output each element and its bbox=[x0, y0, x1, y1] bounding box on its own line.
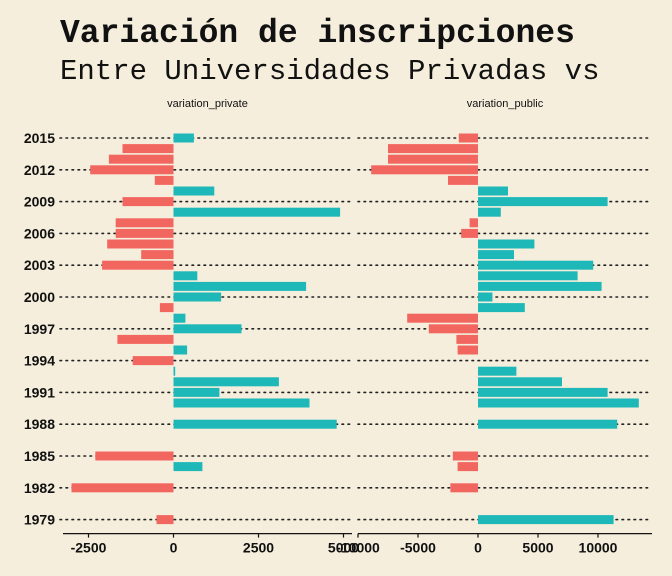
bar-1979 bbox=[478, 515, 614, 525]
bar-2002 bbox=[173, 271, 198, 281]
bar-1992 bbox=[478, 377, 562, 387]
facets: variation_private-2500 0 2500 5000variation… bbox=[63, 98, 652, 556]
y-axis: 2015 2012 2009 2006 2003 2000 1997 1994 1991 1988… bbox=[24, 130, 55, 528]
bar-2005 bbox=[478, 239, 535, 249]
bar-2003 bbox=[102, 260, 174, 270]
y-tick-label: 1991 bbox=[24, 384, 55, 400]
bar-2001 bbox=[173, 281, 307, 291]
bar-2008 bbox=[173, 207, 341, 217]
facet-label: variation_public bbox=[467, 98, 544, 110]
grid bbox=[59, 137, 653, 521]
bar-2009 bbox=[478, 197, 608, 207]
y-tick-label: 1982 bbox=[24, 480, 55, 496]
bar-2004 bbox=[141, 250, 174, 260]
x-tick-label: -5000 bbox=[400, 540, 436, 556]
bar-1985 bbox=[452, 451, 478, 461]
bar-2012 bbox=[90, 165, 174, 175]
bar-1992 bbox=[173, 377, 279, 387]
bar-2008 bbox=[478, 207, 501, 217]
bar-2007 bbox=[469, 218, 478, 228]
x-tick-label: 5000 bbox=[522, 540, 553, 556]
bar-2001 bbox=[478, 281, 602, 291]
bar-2000 bbox=[478, 292, 493, 302]
bar-1997 bbox=[428, 324, 478, 334]
x-tick-label: -2500 bbox=[71, 540, 107, 556]
y-tick-label: 1994 bbox=[24, 353, 55, 369]
bar-1998 bbox=[173, 313, 186, 323]
bar-2015 bbox=[458, 133, 478, 143]
bar-2012 bbox=[371, 165, 478, 175]
y-tick-label: 1985 bbox=[24, 448, 55, 464]
bar-1999 bbox=[159, 303, 174, 313]
bar-1990 bbox=[173, 398, 310, 408]
bar-1997 bbox=[173, 324, 242, 334]
bar-1991 bbox=[173, 387, 220, 397]
bar-1984 bbox=[173, 462, 203, 472]
bar-2011 bbox=[448, 175, 478, 185]
bar-2015 bbox=[173, 133, 194, 143]
bar-1988 bbox=[173, 419, 337, 429]
x-tick-label: 10000 bbox=[579, 540, 618, 556]
bar-2011 bbox=[154, 175, 174, 185]
bar-2009 bbox=[122, 197, 174, 207]
bar-2006 bbox=[461, 228, 478, 238]
bar-2000 bbox=[173, 292, 222, 302]
bar-1984 bbox=[457, 462, 478, 472]
bar-1998 bbox=[407, 313, 478, 323]
facet-variation-private: variation_private -2500 0 2500 5000 bbox=[63, 98, 359, 556]
y-tick-label: 1988 bbox=[24, 416, 55, 432]
bar-1982 bbox=[450, 483, 478, 493]
bar-1988 bbox=[478, 419, 618, 429]
bar-2013 bbox=[388, 154, 478, 164]
chart-subtitle: Entre Universidades Privadas vs bbox=[60, 55, 600, 88]
bar-1995 bbox=[457, 345, 478, 355]
bar-1979 bbox=[156, 515, 174, 525]
bar-1990 bbox=[478, 398, 639, 408]
x-tick-label: 0 bbox=[474, 540, 482, 556]
bar-2014 bbox=[388, 144, 478, 154]
bar-2010 bbox=[173, 186, 215, 196]
bar-2007 bbox=[115, 218, 174, 228]
bar-2004 bbox=[478, 250, 514, 260]
chart-title: Variación de inscripciones bbox=[60, 15, 575, 52]
bar-1999 bbox=[478, 303, 525, 313]
x-tick-label: -10000 bbox=[336, 540, 380, 556]
bar-2013 bbox=[108, 154, 174, 164]
y-tick-label: 2006 bbox=[24, 225, 55, 241]
y-tick-label: 2009 bbox=[24, 194, 55, 210]
bar-1995 bbox=[173, 345, 188, 355]
bar-2003 bbox=[478, 260, 594, 270]
facet-label: variation_private bbox=[167, 98, 248, 110]
bar-1982 bbox=[71, 483, 174, 493]
bar-2014 bbox=[122, 144, 174, 154]
y-tick-label: 2012 bbox=[24, 162, 55, 178]
y-tick-label: 2000 bbox=[24, 289, 55, 305]
x-tick-label: 0 bbox=[170, 540, 178, 556]
bar-2002 bbox=[478, 271, 578, 281]
bar-2005 bbox=[107, 239, 174, 249]
bar-1993 bbox=[173, 366, 176, 376]
x-tick-label: 2500 bbox=[243, 540, 274, 556]
bar-2010 bbox=[478, 186, 508, 196]
x-tick-label: 5000 bbox=[328, 540, 359, 556]
y-tick-label: 2003 bbox=[24, 257, 55, 273]
y-tick-label: 1997 bbox=[24, 321, 55, 337]
y-tick-label: 2015 bbox=[24, 130, 55, 146]
facet-variation-public: variation_public -10000 -5000 0 5000 10000 bbox=[336, 98, 652, 556]
bar-1996 bbox=[456, 334, 478, 344]
bar-1991 bbox=[478, 387, 608, 397]
bar-1993 bbox=[478, 366, 517, 376]
y-tick-label: 1979 bbox=[24, 512, 55, 528]
bar-1985 bbox=[95, 451, 174, 461]
bar-1994 bbox=[132, 356, 174, 366]
bar-1996 bbox=[117, 334, 174, 344]
bar-2006 bbox=[115, 228, 174, 238]
